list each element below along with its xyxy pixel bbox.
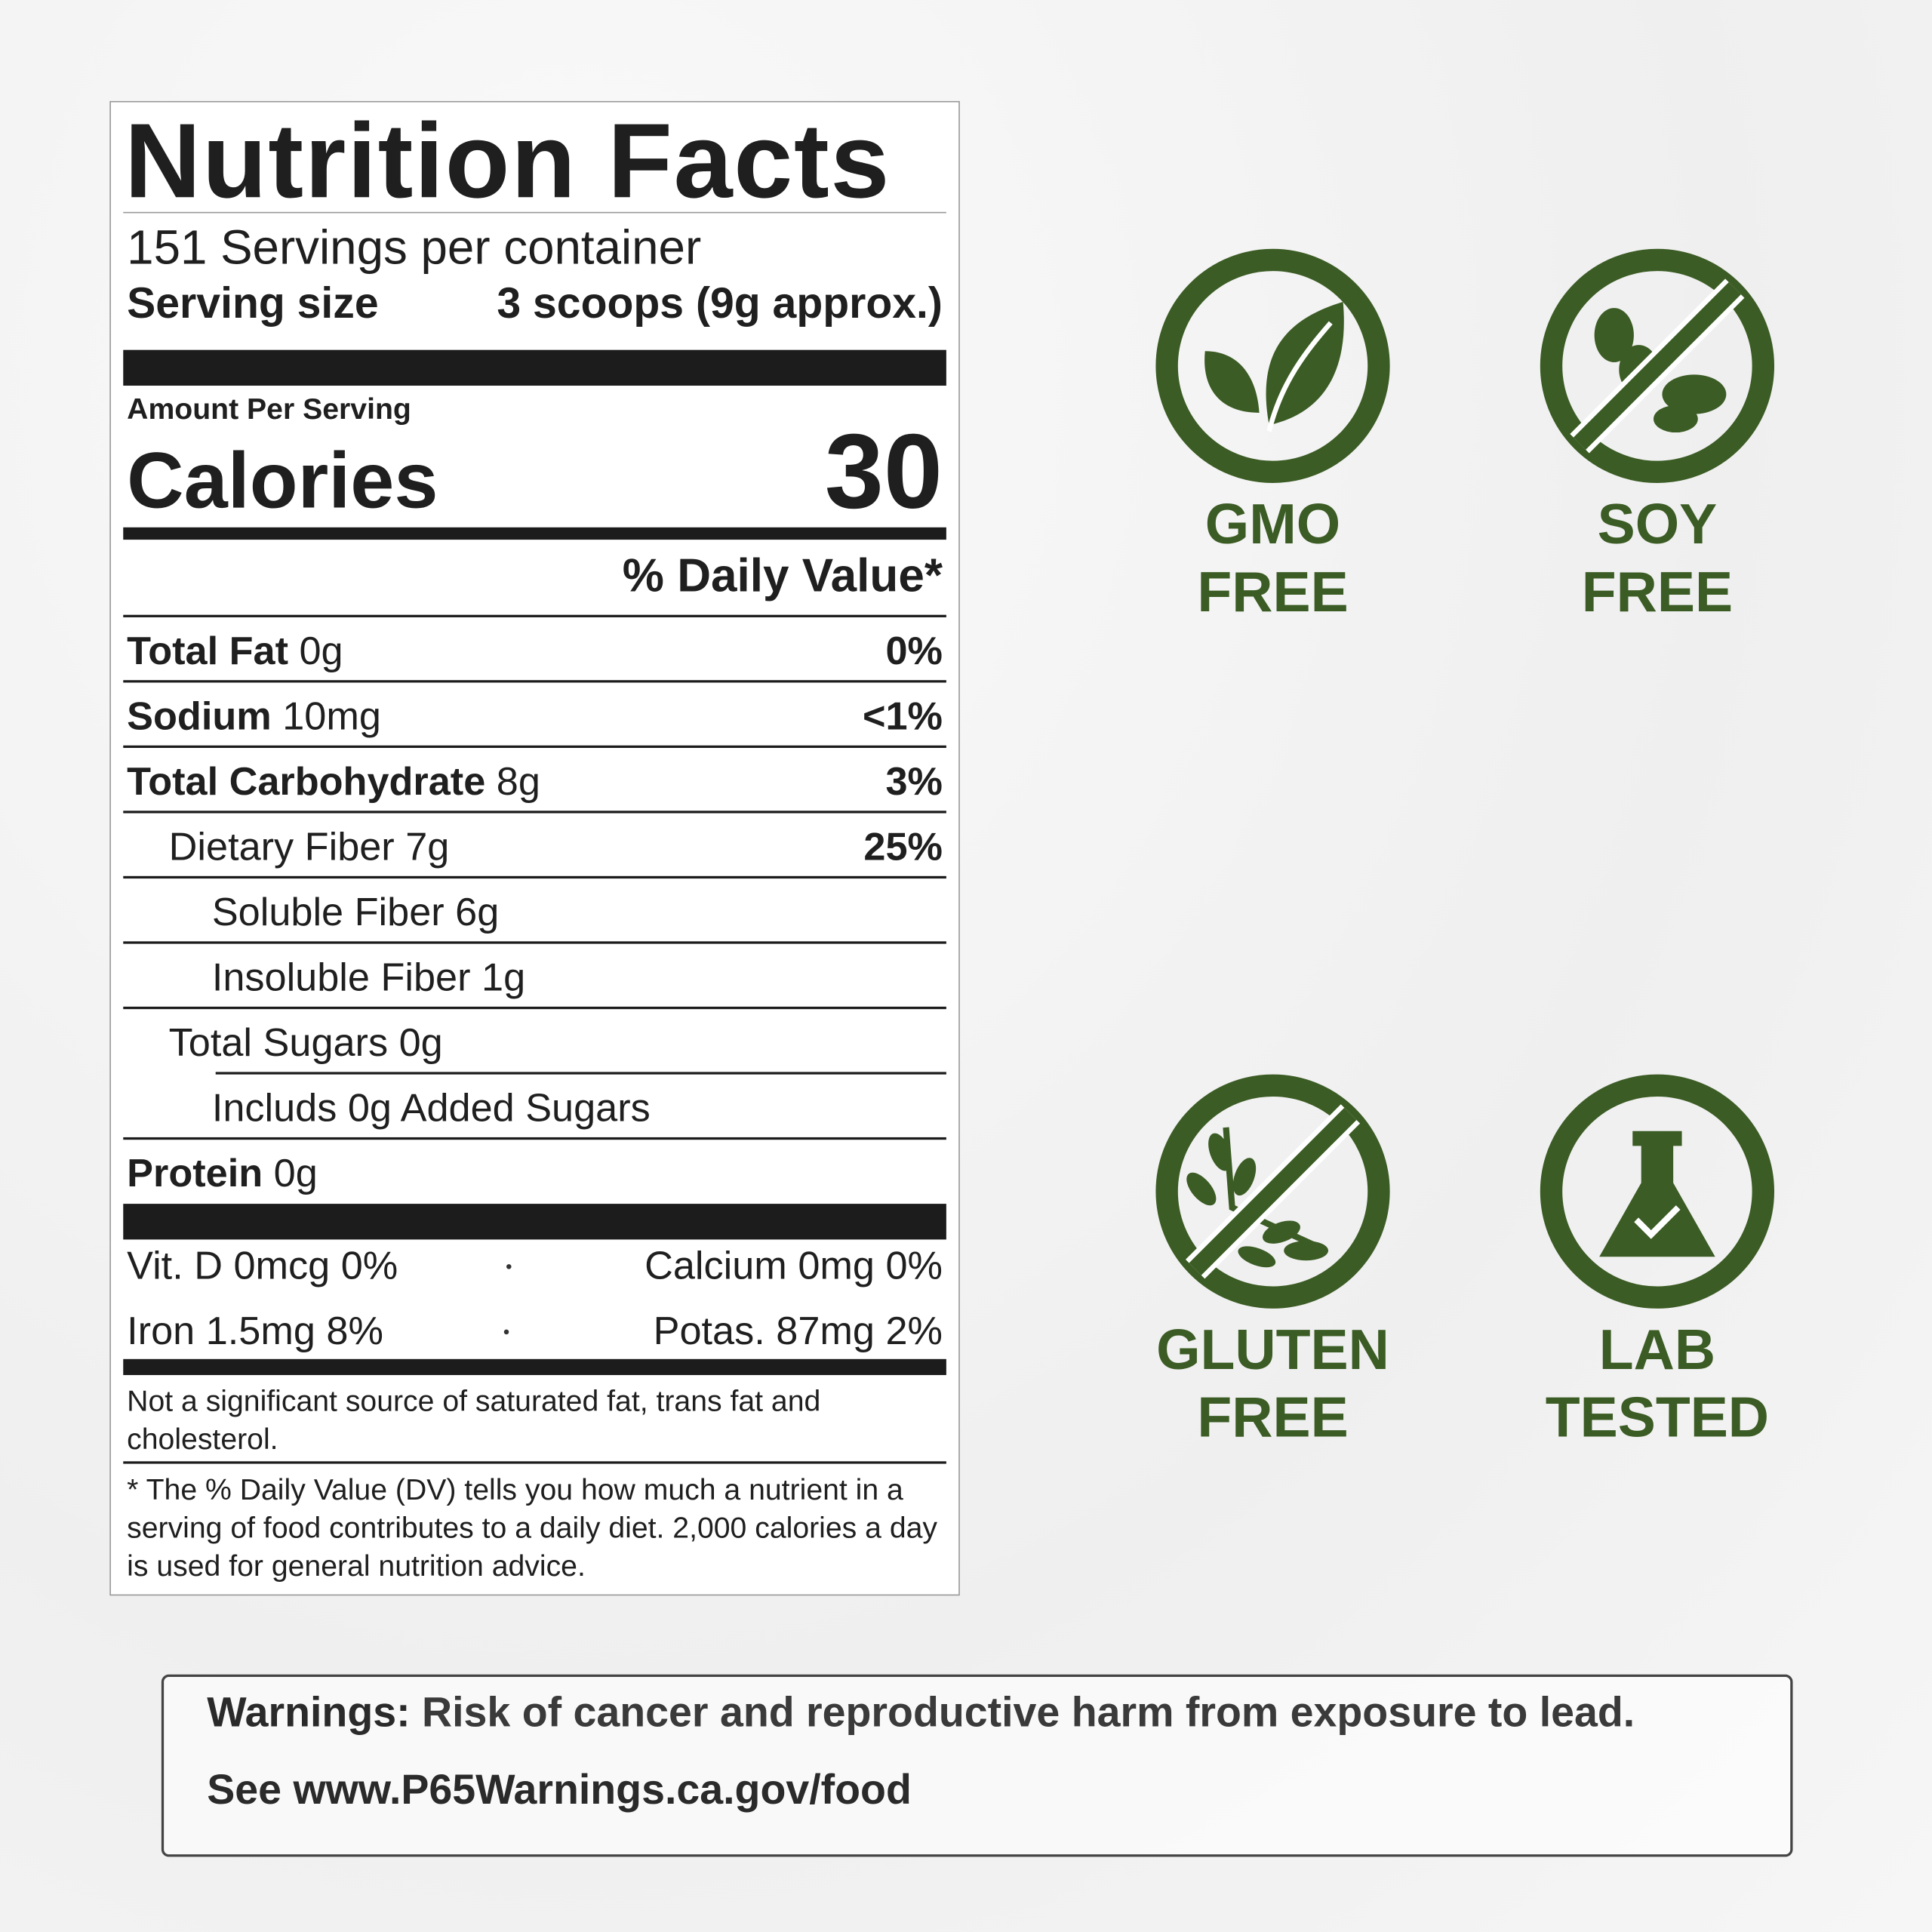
- nutrient: Total Fat: [127, 628, 288, 673]
- ring: [1155, 248, 1390, 483]
- rule: [123, 875, 946, 879]
- rule: [123, 941, 946, 944]
- ring: [1540, 1074, 1775, 1309]
- row-name: Includs 0g Added Sugars: [212, 1088, 651, 1128]
- amount: 0g: [273, 1150, 318, 1195]
- badge-label: SOY FREE: [1472, 491, 1842, 626]
- daily-value: <1%: [862, 694, 943, 738]
- daily-value: 25%: [863, 824, 943, 869]
- servings: 151 Servings per container: [127, 221, 702, 275]
- warning-link: See www.P65Warnings.ca.gov/food: [207, 1767, 912, 1814]
- nutrient: Includs 0g Added Sugars: [211, 1085, 651, 1131]
- rule: [123, 680, 946, 683]
- row-name: Dietary Fiber 7g: [169, 827, 450, 866]
- amount: 8g: [496, 758, 540, 804]
- rule: [123, 1137, 946, 1140]
- rule: [123, 527, 946, 540]
- calories: 30: [824, 412, 943, 531]
- warning-label: Warnings:: [207, 1689, 411, 1737]
- badge-line: GMO: [1204, 491, 1341, 556]
- warning-box: [161, 1674, 1793, 1857]
- nutrient: Total Sugars 0g: [168, 1020, 443, 1065]
- badge-line: SOY: [1597, 491, 1718, 556]
- soy-icon: [1570, 278, 1745, 454]
- row-name: Total Sugars 0g: [169, 1023, 443, 1062]
- badge-line: FREE: [1581, 559, 1734, 624]
- rule: [215, 1072, 946, 1075]
- badge-line: TESTED: [1545, 1385, 1770, 1449]
- ring: [1540, 248, 1775, 483]
- row-name: Sodium 10mg: [127, 696, 381, 735]
- rule: [123, 614, 946, 617]
- rule: [123, 745, 946, 749]
- separator-dot: [506, 1264, 512, 1269]
- warning-text: Risk of cancer and reproductive harm fro…: [422, 1689, 1635, 1737]
- badge-label: GLUTEN FREE: [1088, 1316, 1458, 1452]
- row-name: Total Carbohydrate 8g: [127, 761, 540, 801]
- amount: 10mg: [282, 694, 381, 738]
- row-name: Total Fat 0g: [127, 631, 343, 670]
- serving-size: 3 scoops (9g approx.): [497, 279, 943, 328]
- vitamin: Potas. 87mg 2%: [653, 1308, 943, 1353]
- nutrient: Insoluble Fiber 1g: [211, 955, 526, 1000]
- daily-value: 3%: [885, 758, 943, 804]
- rings: [1155, 248, 1775, 1309]
- amount: 0g: [299, 628, 343, 673]
- rule: [123, 1006, 946, 1010]
- badge-label: LAB TESTED: [1472, 1316, 1842, 1452]
- badge-line: FREE: [1197, 559, 1349, 624]
- nutrient: Total Carbohydrate: [127, 758, 486, 804]
- title: Nutrition Facts: [124, 102, 891, 221]
- rule: [123, 1461, 946, 1464]
- row-name: Insoluble Fiber 1g: [212, 958, 525, 997]
- nutrient: Dietary Fiber 7g: [168, 824, 450, 869]
- gluten-icon: [1185, 1104, 1361, 1279]
- vitamin: Vit. D 0mcg 0%: [127, 1243, 398, 1288]
- rule: [123, 211, 946, 214]
- nutrient: Sodium: [127, 694, 272, 738]
- rule: [123, 349, 946, 386]
- ring: [1155, 1074, 1390, 1309]
- nutrient: Protein: [127, 1150, 263, 1195]
- flask-icon: [1599, 1131, 1715, 1257]
- rule: [123, 1358, 946, 1376]
- footnote: * The % Daily Value (DV) tells you how m…: [127, 1473, 938, 1583]
- row-name: Soluble Fiber 6g: [212, 892, 499, 931]
- badge-label: GMO FREE: [1088, 491, 1458, 626]
- calories-label: Calories: [127, 435, 438, 525]
- rule: [123, 811, 946, 814]
- separator-dot: [503, 1329, 509, 1335]
- warning-line: Warnings: Risk of cancer and reproductiv…: [207, 1692, 1635, 1734]
- row-name: Protein 0g: [127, 1153, 318, 1192]
- leaf-icon: [1204, 301, 1344, 432]
- rule: [123, 1204, 946, 1240]
- badge-line: LAB: [1598, 1317, 1716, 1382]
- badge-line: FREE: [1197, 1385, 1349, 1449]
- vitamin: Iron 1.5mg 8%: [127, 1308, 383, 1353]
- daily-value: 0%: [885, 628, 943, 673]
- nutrient: Soluble Fiber 6g: [211, 889, 500, 934]
- badge-line: GLUTEN: [1156, 1317, 1389, 1382]
- note: Not a significant source of saturated fa…: [127, 1385, 821, 1457]
- amount-per-serving: Amount Per Serving: [127, 392, 411, 426]
- serving-size-label: Serving size: [127, 279, 379, 328]
- vitamin: Calcium 0mg 0%: [645, 1243, 943, 1288]
- dv-header: % Daily Value*: [622, 550, 943, 603]
